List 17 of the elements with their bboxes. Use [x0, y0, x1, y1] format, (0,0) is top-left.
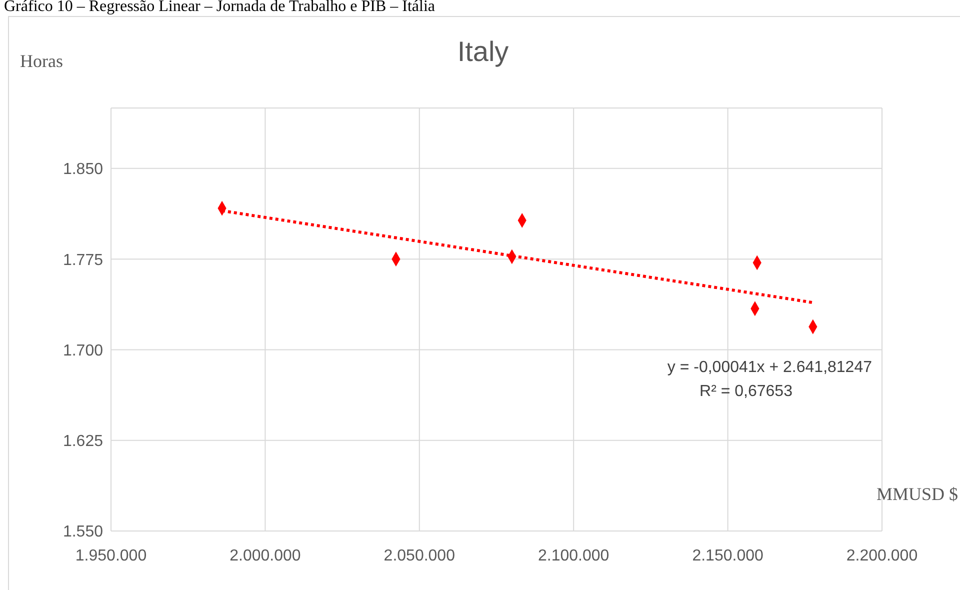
x-tick-label: 1.950.000 — [75, 547, 147, 564]
x-tick-label: 2.000.000 — [230, 547, 301, 564]
annotation: R² = 0,67653 — [698, 382, 794, 402]
x-tick-label: 2.200.000 — [846, 547, 918, 564]
y-tick-label: 1.850 — [62, 161, 104, 178]
text: Gráfico 10 – Regressão Linear – Jornada de Trabalho e PIB – Itália — [4, 0, 435, 16]
y-tick-label: 1.700 — [62, 342, 104, 360]
y-tick-label: 1.550 — [62, 524, 104, 541]
y-tick-label: 1.775 — [62, 252, 104, 269]
y-tick-label: 1.625 — [62, 433, 104, 450]
x-tick-label: 2.100.000 — [538, 547, 610, 564]
chart-title: Italy — [456, 36, 510, 68]
annotation: y = -0,00041x + 2.641,81247 — [666, 358, 872, 378]
x-tick-label: 2.050.000 — [384, 547, 456, 564]
y-axis-title: Horas — [20, 51, 63, 72]
x-axis-title: MMUSD $ — [876, 484, 958, 505]
x-tick-label: 2.150.000 — [692, 547, 764, 564]
